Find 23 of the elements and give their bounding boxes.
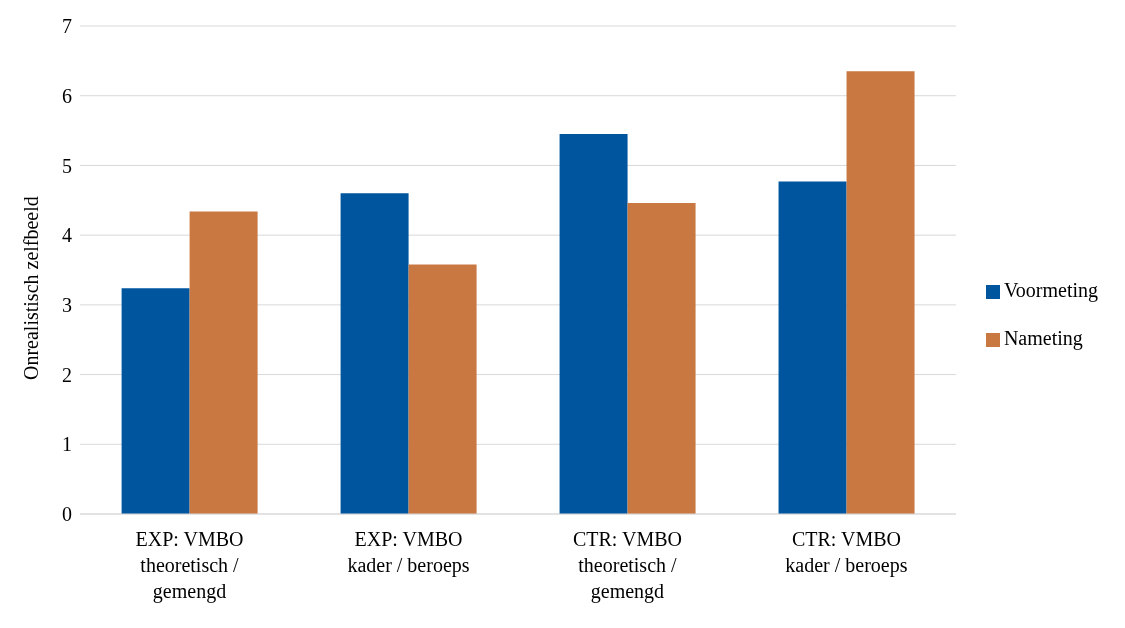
y-tick-label: 5 <box>62 154 72 177</box>
x-tick-label: CTR: VMBO theoretisch / gemengd <box>572 528 683 603</box>
x-tick-label: EXP: VMBO kader / beroeps <box>347 528 470 577</box>
legend-label: Nameting <box>1003 327 1083 349</box>
y-tick-label: 1 <box>62 433 72 456</box>
y-tick-label: 7 <box>62 15 72 38</box>
legend-label: Voormeting <box>1003 279 1098 301</box>
bar <box>627 203 696 514</box>
x-tick-label: EXP: VMBO theoretisch / gemengd <box>135 528 244 603</box>
bar <box>846 71 915 514</box>
y-tick-label: 2 <box>62 363 72 386</box>
y-tick-label: 6 <box>62 84 72 107</box>
x-tick-label: CTR: VMBO kader / beroeps <box>785 528 908 577</box>
y-axis-title: Onrealistisch zelfbeeld <box>20 196 43 380</box>
y-tick-label: 3 <box>62 293 72 316</box>
bar <box>408 264 477 514</box>
bar <box>121 288 190 514</box>
bar <box>559 134 628 514</box>
y-tick-label: 0 <box>62 503 72 526</box>
bar <box>189 211 258 514</box>
y-tick-label: 4 <box>62 224 72 247</box>
bar <box>340 193 409 514</box>
bar <box>778 181 847 514</box>
